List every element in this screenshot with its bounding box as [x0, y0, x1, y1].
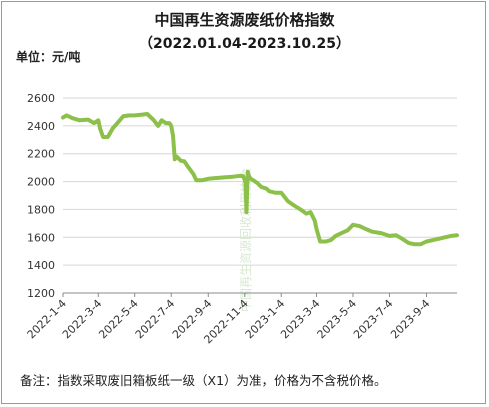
y-tick-label: 2200 — [27, 148, 55, 161]
y-axis-ticks: 1200 1400 1600 1800 2000 2200 2400 2600 — [27, 92, 55, 300]
y-tick-label: 1800 — [27, 203, 55, 216]
unit-label: 单位：元/吨 — [16, 50, 81, 64]
y-tick-label: 1600 — [27, 231, 55, 244]
y-tick-label: 2400 — [27, 120, 55, 133]
chart-note: 备注：指数采取废旧箱板纸一级（X1）为准，价格为不含税价格。 — [20, 373, 387, 388]
grid-lines — [63, 97, 457, 294]
watermark-text: 中国再生资源回收利用协会 — [238, 168, 253, 312]
x-tick-label: 2022-7-4 — [133, 297, 178, 342]
y-tick-label: 2000 — [27, 176, 55, 189]
x-tick-label: 2023-9-4 — [388, 297, 433, 342]
y-tick-label: 1400 — [27, 259, 55, 272]
y-tick-label: 1200 — [27, 287, 55, 300]
x-axis-ticks: 2022-1-42022-3-42022-5-42022-7-42022-9-4… — [25, 293, 433, 346]
series-line — [61, 112, 459, 247]
y-tick-label: 2600 — [27, 92, 55, 105]
chart-subtitle: （2022.01.04-2023.10.25） — [139, 36, 350, 52]
x-tick-label: 2023-7-4 — [351, 297, 396, 342]
chart-title: 中国再生资源废纸价格指数 — [154, 11, 335, 29]
